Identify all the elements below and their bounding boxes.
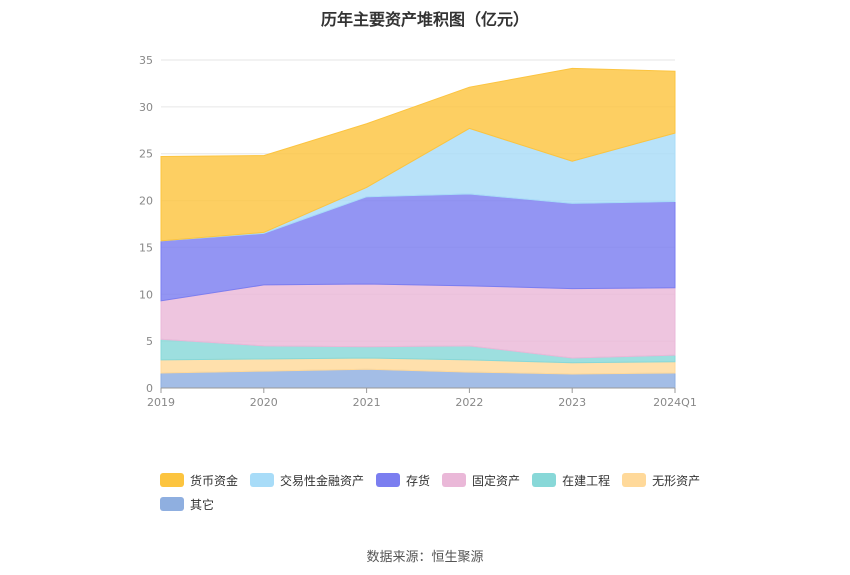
- chart-title: 历年主要资产堆积图（亿元）: [320, 10, 529, 29]
- y-tick-label: 25: [139, 148, 153, 161]
- x-tick-label: 2022: [455, 396, 483, 409]
- x-tick-label: 2019: [147, 396, 175, 409]
- x-tick-label: 2024Q1: [653, 396, 697, 409]
- legend-label: 货币资金: [190, 473, 239, 488]
- legend-label: 其它: [190, 497, 215, 512]
- x-tick-label: 2020: [250, 396, 278, 409]
- legend-item[interactable]: 固定资产: [442, 472, 520, 488]
- legend-swatch: [442, 473, 467, 487]
- stacked-area-chart: 0 5 10 15 20 25 30 35 2019 2020 2021 2022 2023 2024Q1: [139, 54, 697, 409]
- legend-item[interactable]: 存货: [376, 472, 430, 488]
- y-tick-label: 10: [139, 288, 153, 301]
- legend-swatch: [532, 473, 557, 487]
- area-series: [160, 67, 676, 389]
- legend-swatch: [160, 473, 184, 487]
- legend-swatch: [376, 473, 401, 487]
- y-tick-label: 35: [139, 54, 153, 67]
- legend-swatch: [160, 497, 184, 511]
- y-tick-label: 5: [146, 335, 153, 348]
- legend-label: 交易性金融资产: [280, 473, 365, 488]
- legend-label: 固定资产: [472, 473, 521, 488]
- axes: 0 5 10 15 20 25 30 35 2019 2020 2021 2022 2023 2024Q1: [139, 54, 697, 409]
- y-tick-label: 15: [139, 241, 153, 254]
- area-货币资金: [160, 67, 676, 242]
- legend-label: 无形资产: [652, 473, 701, 488]
- legend-swatch: [622, 473, 647, 487]
- data-source: 数据来源：恒生聚源: [366, 550, 484, 565]
- x-tick-label: 2021: [353, 396, 381, 409]
- y-tick-label: 20: [139, 195, 153, 208]
- y-tick-label: 30: [139, 101, 153, 114]
- y-tick-label: 0: [146, 382, 153, 395]
- legend-item[interactable]: 在建工程: [532, 472, 610, 488]
- legend-item[interactable]: 其它: [160, 496, 214, 512]
- legend-item[interactable]: 交易性金融资产: [250, 472, 364, 488]
- legend: 货币资金 交易性金融资产 存货 固定资产 在建工程 无形资产其它: [160, 472, 720, 512]
- legend-item[interactable]: 无形资产: [622, 472, 700, 488]
- legend-label: 在建工程: [562, 473, 611, 488]
- legend-item[interactable]: 货币资金: [160, 472, 238, 488]
- x-tick-label: 2023: [558, 396, 586, 409]
- legend-swatch: [250, 473, 275, 487]
- legend-label: 存货: [406, 473, 431, 488]
